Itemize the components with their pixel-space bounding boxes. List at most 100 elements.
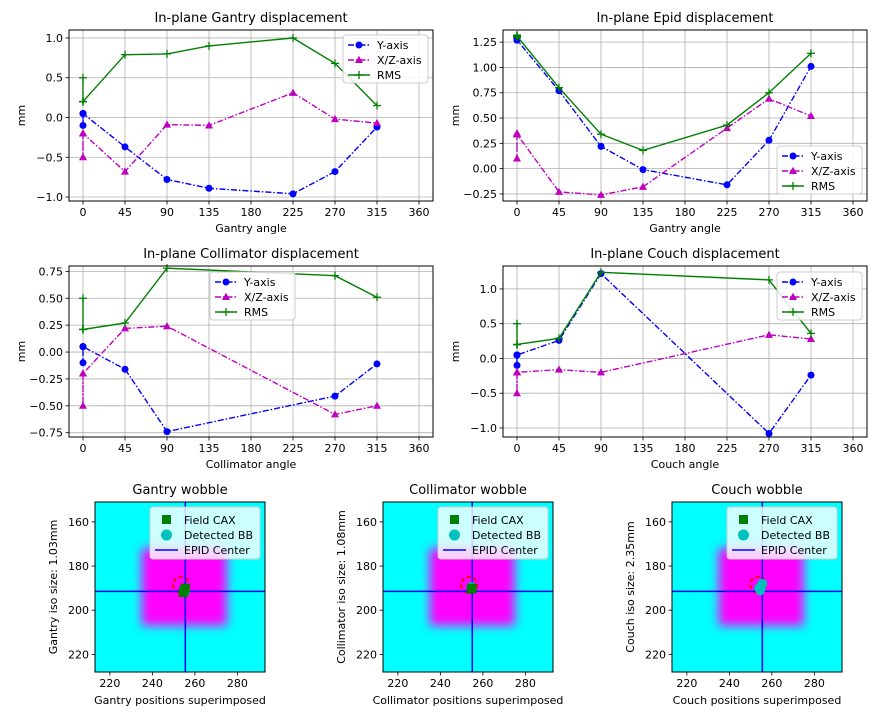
data-point <box>513 319 521 328</box>
y-tick-label: −0.50 <box>29 400 63 413</box>
series-line-1 <box>516 334 812 394</box>
data-point <box>79 325 87 334</box>
y-tick-label: 160 <box>645 516 666 529</box>
data-point <box>555 83 563 92</box>
legend-label: Detected BB <box>761 529 830 542</box>
data-point <box>513 130 521 138</box>
legend-marker <box>222 278 230 286</box>
x-tick-label: 360 <box>843 206 864 219</box>
x-tick-label: 315 <box>801 442 822 455</box>
data-point <box>513 351 521 359</box>
line-chart-1: 0 45 90 135 180 225 270 315 360 −1.0 −0.5 0.0 0.5 1.0… <box>15 11 434 235</box>
data-point <box>79 359 87 367</box>
y-tick-label: 180 <box>68 560 89 573</box>
y-axis-label: Couch iso size: 2.35mm <box>624 521 637 652</box>
y-tick-label: 0.00 <box>39 346 64 359</box>
y-tick-label: 200 <box>356 604 377 617</box>
line-chart-2: 0 45 90 135 180 225 270 315 360 −0.25 0.00 0.25 0.50… <box>449 11 868 235</box>
x-tick-label: 225 <box>717 442 738 455</box>
x-tick-label: 270 <box>325 442 346 455</box>
x-tick-label: 0 <box>514 206 521 219</box>
data-point <box>555 334 563 343</box>
legend-marker <box>355 55 363 63</box>
legend-marker <box>789 308 797 316</box>
series-line-0 <box>82 345 378 433</box>
x-tick-label: 315 <box>367 442 388 455</box>
data-point <box>331 392 339 400</box>
wobble-image-2: 220 240 260 280 160 180 200 220 Collimator wobbl… <box>335 483 563 707</box>
legend-label: RMS <box>244 306 268 319</box>
x-tick-label: 45 <box>552 442 566 455</box>
legend-box <box>437 506 549 560</box>
x-tick-label: 260 <box>472 677 493 690</box>
legend-label: X/Z-axis <box>811 165 856 178</box>
data-point <box>373 118 381 127</box>
x-tick-label: 260 <box>184 677 205 690</box>
image-frame <box>382 501 554 673</box>
legend-box <box>342 34 429 84</box>
x-tick-label: 90 <box>160 442 174 455</box>
data-point <box>597 142 605 150</box>
legend-marker <box>355 71 363 79</box>
chart-title: In-plane Epid displacement <box>596 11 773 26</box>
data-point <box>373 401 381 409</box>
data-point <box>205 184 213 192</box>
x-tick-label: 45 <box>118 442 132 455</box>
data-point <box>121 365 129 373</box>
line-chart-4: 0 45 90 135 180 225 270 315 360 −1.0 −0.5 0.0 0.5 1.0… <box>449 247 868 471</box>
data-point <box>289 190 297 198</box>
data-point <box>373 293 381 302</box>
data-point <box>723 181 731 189</box>
y-tick-label: −1.0 <box>36 191 63 204</box>
legend-marker-field-cax <box>162 515 171 524</box>
data-point <box>597 268 605 277</box>
data-point <box>163 322 171 330</box>
x-tick-label: 360 <box>409 442 430 455</box>
y-tick-label: −0.5 <box>36 151 63 164</box>
legend-label: Detected BB <box>184 529 253 542</box>
x-axis-label: Gantry positions superimposed <box>94 694 266 707</box>
data-point <box>79 97 87 106</box>
data-point <box>121 143 129 151</box>
data-point <box>331 271 339 280</box>
y-axis-label: mm <box>15 341 28 362</box>
data-point <box>121 167 129 175</box>
y-tick-label: 0.00 <box>473 163 498 176</box>
x-tick-label: 180 <box>675 206 696 219</box>
legend-box <box>149 506 261 560</box>
x-tick-label: 225 <box>717 206 738 219</box>
legend-marker <box>789 182 797 190</box>
data-point <box>513 154 521 162</box>
x-tick-label: 220 <box>676 677 697 690</box>
y-tick-label: 0.0 <box>480 352 498 365</box>
legend-label: Field CAX <box>472 514 524 527</box>
legend-marker <box>789 152 797 160</box>
data-point <box>331 114 339 123</box>
data-point <box>163 176 171 184</box>
y-tick-label: 0.0 <box>46 111 64 124</box>
data-point <box>723 121 731 130</box>
legend: Field CAX Detected BB EPID Center <box>149 506 261 560</box>
legend: Y-axis X/Z-axis RMS <box>776 145 863 195</box>
chart-title: In-plane Collimator displacement <box>143 247 359 262</box>
x-tick-label: 220 <box>387 677 408 690</box>
data-point <box>331 59 339 68</box>
legend-label: X/Z-axis <box>811 291 856 304</box>
data-point <box>205 41 213 50</box>
y-tick-label: 1.0 <box>46 32 64 45</box>
x-axis-label: Gantry angle <box>649 222 721 235</box>
legend: Field CAX Detected BB EPID Center <box>726 506 838 560</box>
legend-label: Field CAX <box>761 514 813 527</box>
data-point <box>331 168 339 176</box>
x-tick-label: 280 <box>804 677 825 690</box>
legend-marker <box>789 292 797 300</box>
x-tick-label: 280 <box>227 677 248 690</box>
image-frame <box>671 501 843 673</box>
x-tick-label: 135 <box>633 206 654 219</box>
data-point <box>79 153 87 161</box>
series-line-0 <box>516 272 812 435</box>
data-point <box>513 32 521 41</box>
x-tick-label: 0 <box>514 442 521 455</box>
field-cax-point <box>178 588 188 598</box>
